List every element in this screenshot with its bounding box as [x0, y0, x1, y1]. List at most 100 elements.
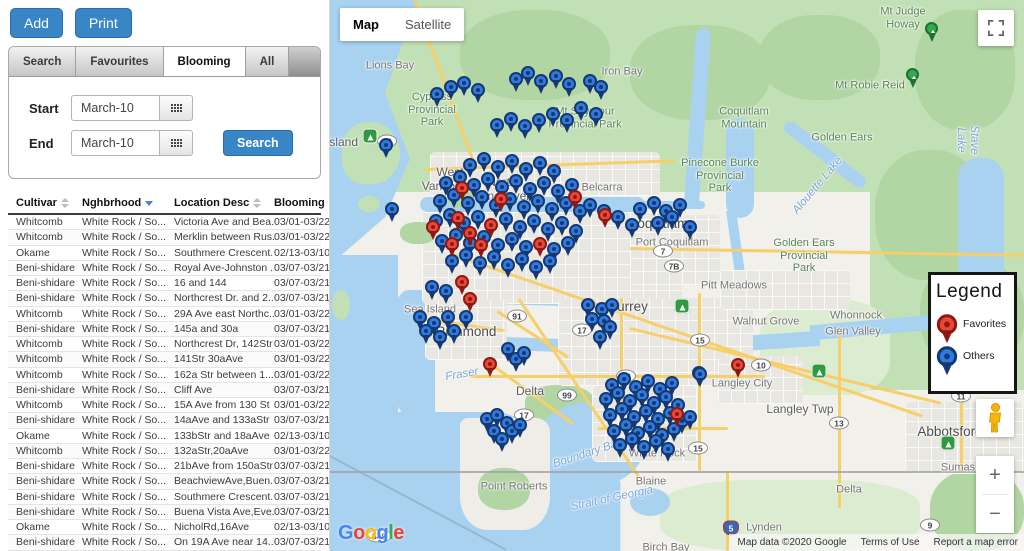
- terms-of-use-link[interactable]: Terms of Use: [860, 537, 920, 548]
- map-marker-other[interactable]: [683, 220, 697, 234]
- map-marker-favorite[interactable]: [598, 208, 612, 222]
- map-marker-favorite[interactable]: [483, 357, 497, 371]
- report-map-error-link[interactable]: Report a map error: [933, 537, 1018, 548]
- map-marker-other[interactable]: [533, 156, 547, 170]
- map-marker-other[interactable]: [505, 154, 519, 168]
- map-marker-favorite[interactable]: [474, 238, 488, 252]
- map-marker-other[interactable]: [501, 258, 515, 272]
- map-marker-other[interactable]: [481, 172, 495, 186]
- table-row[interactable]: Beni-shidare White Rock / So... Northcrest…: [8, 291, 329, 307]
- map-marker-other[interactable]: [555, 216, 569, 230]
- table-row[interactable]: Whitcomb White Rock / So... 141Str 30aAve 0…: [8, 352, 329, 368]
- map-marker-other[interactable]: [541, 222, 555, 236]
- map-marker-favorite[interactable]: [445, 237, 459, 251]
- map-marker-other[interactable]: [589, 107, 603, 121]
- tab-search[interactable]: Search: [9, 47, 77, 76]
- map-marker-other[interactable]: [495, 432, 509, 446]
- google-logo[interactable]: Google: [338, 522, 404, 544]
- start-calendar-button[interactable]: [159, 95, 193, 121]
- search-button[interactable]: Search: [223, 130, 293, 156]
- map-marker-other[interactable]: [545, 202, 559, 216]
- map-type-satellite-button[interactable]: Satellite: [392, 8, 465, 41]
- map-marker-other[interactable]: [441, 310, 455, 324]
- map-marker-other[interactable]: [594, 80, 608, 94]
- map-marker-other[interactable]: [475, 190, 489, 204]
- map-marker-other[interactable]: [527, 214, 541, 228]
- map-marker-other[interactable]: [665, 210, 679, 224]
- table-row[interactable]: Okame White Rock / So... Southmere Crescen…: [8, 246, 329, 261]
- street-view-pegman[interactable]: [976, 399, 1014, 437]
- map-marker-other[interactable]: [683, 410, 697, 424]
- map-marker-other[interactable]: [447, 324, 461, 338]
- map-marker-other[interactable]: [517, 346, 531, 360]
- map-marker-other[interactable]: [521, 66, 535, 80]
- map-marker-other[interactable]: [549, 69, 563, 83]
- print-button[interactable]: Print: [74, 8, 132, 38]
- map-marker-favorite[interactable]: [731, 358, 745, 372]
- map-marker-other[interactable]: [457, 76, 471, 90]
- map-marker-favorite[interactable]: [463, 292, 477, 306]
- table-row[interactable]: Whitcomb White Rock / So... 15A Ave from 1…: [8, 398, 329, 414]
- table-row[interactable]: Beni-shidare White Rock / So... BeachviewA…: [8, 474, 329, 490]
- table-row[interactable]: Okame White Rock / So... NicholRd,16Ave 02/…: [8, 520, 329, 536]
- table-row[interactable]: Whitcomb White Rock / So... Northcrest Dr,…: [8, 337, 329, 353]
- map-marker-favorite[interactable]: [494, 192, 508, 206]
- zoom-out-button[interactable]: −: [976, 495, 1014, 533]
- map-marker-other[interactable]: [537, 176, 551, 190]
- map-marker-other[interactable]: [593, 330, 607, 344]
- map-marker-other[interactable]: [534, 74, 548, 88]
- map-marker-other[interactable]: [515, 252, 529, 266]
- map-marker-other[interactable]: [430, 87, 444, 101]
- tab-favourites[interactable]: Favourites: [76, 47, 164, 76]
- map-marker-other[interactable]: [509, 174, 523, 188]
- column-header[interactable]: Location Desc: [174, 193, 274, 213]
- map-marker-other[interactable]: [547, 164, 561, 178]
- table-row[interactable]: Whitcomb White Rock / So... 29A Ave east N…: [8, 307, 329, 322]
- fullscreen-button[interactable]: [978, 10, 1014, 46]
- map-marker-other[interactable]: [532, 113, 546, 127]
- map-marker-other[interactable]: [471, 83, 485, 97]
- map-marker-other[interactable]: [433, 330, 447, 344]
- table-row[interactable]: Beni-shidare White Rock / So... 14aAve and…: [8, 413, 329, 429]
- map-marker-other[interactable]: [459, 248, 473, 262]
- map-marker-other[interactable]: [633, 202, 647, 216]
- start-date-input[interactable]: [71, 95, 159, 121]
- tab-all[interactable]: All: [245, 47, 290, 76]
- table-row[interactable]: Okame White Rock / So... 133bStr and 18aAv…: [8, 429, 329, 444]
- map-marker-other[interactable]: [661, 442, 675, 456]
- map-marker-other[interactable]: [611, 210, 625, 224]
- mountain-marker[interactable]: [906, 68, 919, 81]
- table-row[interactable]: Beni-shidare White Rock / So... Royal Ave-…: [8, 260, 329, 276]
- map-marker-other[interactable]: [517, 200, 531, 214]
- map-marker-other[interactable]: [444, 80, 458, 94]
- map-marker-other[interactable]: [471, 210, 485, 224]
- mountain-marker[interactable]: [925, 22, 938, 35]
- map-marker-favorite[interactable]: [455, 275, 469, 289]
- map-marker-other[interactable]: [546, 107, 560, 121]
- map-marker-other[interactable]: [425, 280, 439, 294]
- end-date-input[interactable]: [71, 130, 159, 156]
- map-marker-other[interactable]: [693, 367, 707, 381]
- map-marker-other[interactable]: [665, 376, 679, 390]
- map-marker-other[interactable]: [504, 112, 518, 126]
- map-marker-other[interactable]: [419, 324, 433, 338]
- map-marker-other[interactable]: [433, 194, 447, 208]
- zoom-in-button[interactable]: +: [976, 456, 1014, 494]
- map-marker-favorite[interactable]: [670, 407, 684, 421]
- table-row[interactable]: Beni-shidare White Rock / So... 21bAve fro…: [8, 459, 329, 475]
- map-marker-other[interactable]: [491, 160, 505, 174]
- table-row[interactable]: Beni-shidare White Rock / So... 16 and 144…: [8, 276, 329, 292]
- map-marker-other[interactable]: [574, 101, 588, 115]
- map-marker-other[interactable]: [490, 118, 504, 132]
- map-marker-other[interactable]: [487, 250, 501, 264]
- map-marker-other[interactable]: [477, 152, 491, 166]
- map-marker-other[interactable]: [561, 236, 575, 250]
- table-row[interactable]: Beni-shidare White Rock / So... 145a and 3…: [8, 321, 329, 337]
- table-row[interactable]: Whitcomb White Rock / So... 132aStr,20aAve…: [8, 443, 329, 459]
- table-row[interactable]: Beni-shidare White Rock / So... On 19A Ave…: [8, 535, 329, 551]
- map-type-map-button[interactable]: Map: [340, 8, 392, 41]
- map-marker-other[interactable]: [463, 158, 477, 172]
- end-calendar-button[interactable]: [159, 130, 193, 156]
- map-marker-other[interactable]: [560, 113, 574, 127]
